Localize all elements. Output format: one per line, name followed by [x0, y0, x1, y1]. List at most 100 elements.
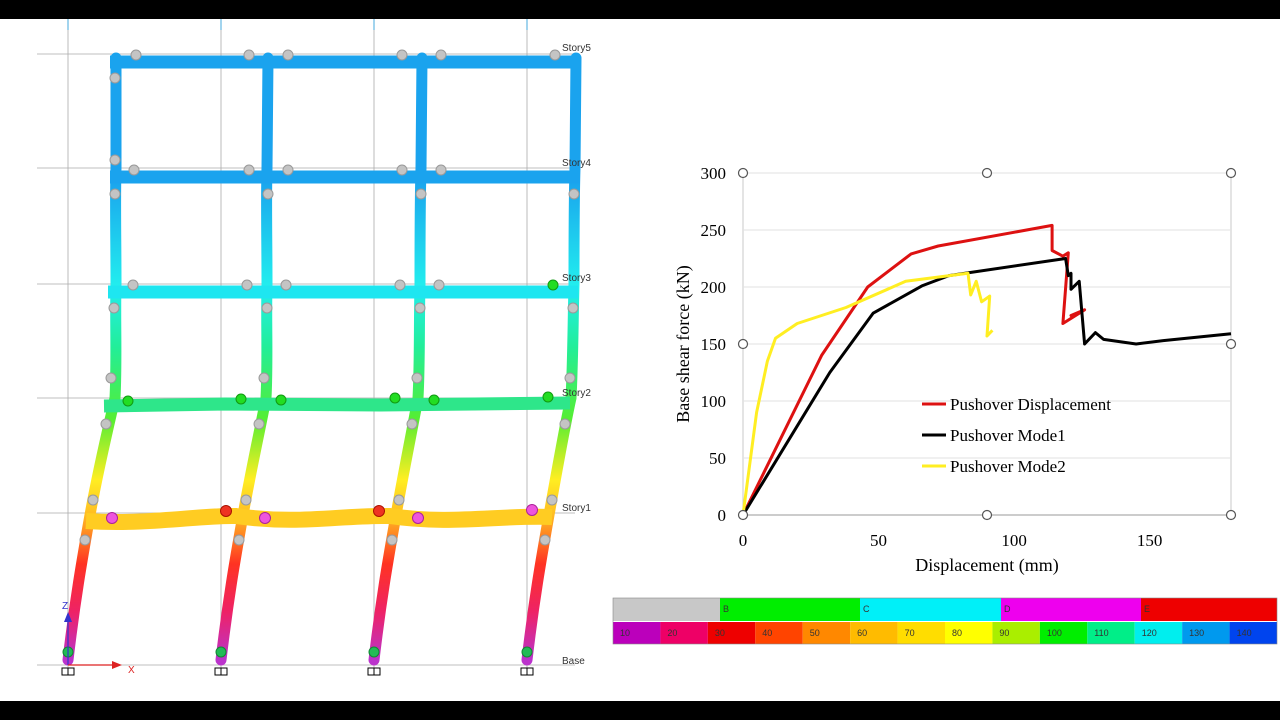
scale-bottom-label: 20: [667, 628, 677, 638]
resize-handle[interactable]: [737, 338, 749, 350]
scale-top-cell: [1001, 598, 1141, 621]
hinge-green: [547, 279, 559, 291]
hinge-grey: [415, 188, 427, 200]
scale-bottom-cell: [992, 622, 1040, 644]
resize-handle[interactable]: [1225, 509, 1237, 521]
hinge-grey: [564, 372, 576, 384]
hinge-magenta: [526, 504, 538, 516]
resize-handle[interactable]: [1225, 167, 1237, 179]
y-tick-label: 100: [701, 392, 727, 411]
series-lines: [741, 223, 1232, 516]
x-tick-label: 100: [1001, 531, 1027, 550]
scale-top-label: E: [1144, 604, 1150, 614]
hinge-red: [220, 505, 232, 517]
scale-top-cell: [720, 598, 860, 621]
y-tick-label: 50: [709, 449, 726, 468]
scale-bottom-label: 120: [1142, 628, 1157, 638]
x-axis-label: X: [128, 665, 135, 676]
hinge-green: [542, 391, 554, 403]
y-tick-labels: 0 50 100 150 200 250 300: [701, 164, 727, 525]
hinge-grey: [414, 302, 426, 314]
hinge-grey: [241, 279, 253, 291]
series-line: [741, 271, 994, 516]
scale-bottom-label: 60: [857, 628, 867, 638]
hinge-grey: [100, 418, 112, 430]
hinge-grey: [261, 302, 273, 314]
hinge-grey: [435, 164, 447, 176]
scale-bottom-label: 130: [1189, 628, 1204, 638]
bottom-letterbox: [0, 701, 1280, 720]
scale-bottom-cell: [802, 622, 851, 644]
hinge-green: [275, 394, 287, 406]
x-tick-label: 150: [1137, 531, 1163, 550]
scale-bottom-cell: [1134, 622, 1183, 644]
scale-bottom-label: 90: [999, 628, 1009, 638]
y-tick-label: 150: [701, 335, 727, 354]
hinge-grey: [539, 534, 551, 546]
top-ruler-ticks: [67, 19, 528, 30]
series-line: [741, 257, 1232, 516]
legend-entry-label: Pushover Mode1: [950, 426, 1066, 445]
resize-handle[interactable]: [1225, 338, 1237, 350]
x-tick-labels: 0 50 100 150: [739, 531, 1163, 550]
hinge-grey: [243, 49, 255, 61]
scale-top-label: B: [723, 604, 729, 614]
hinge-green: [521, 646, 533, 658]
y-tick-label: 0: [718, 506, 727, 525]
resize-handle[interactable]: [737, 167, 749, 179]
scale-bottom-cell: [945, 622, 993, 644]
story-label-3: Story3: [562, 273, 591, 284]
resize-handle[interactable]: [981, 167, 993, 179]
hinge-grey: [127, 279, 139, 291]
scale-bottom-cell: [1039, 622, 1088, 644]
scale-bottom-label: 100: [1047, 628, 1062, 638]
story-label-2: Story2: [562, 388, 591, 399]
hinge-grey: [233, 534, 245, 546]
story-label-4: Story4: [562, 158, 591, 169]
hinge-grey: [87, 494, 99, 506]
hinge-grey: [282, 49, 294, 61]
hinge-magenta: [259, 512, 271, 524]
hinge-grey: [406, 418, 418, 430]
hinge-grey: [108, 302, 120, 314]
chart-legend: Pushover Displacement Pushover Mode1 Pusho…: [922, 395, 1111, 476]
hinge-grey: [105, 372, 117, 384]
scale-bottom-label: 10: [620, 628, 630, 638]
scale-bottom-cell: [1182, 622, 1230, 644]
scale-bottom-label: 30: [715, 628, 725, 638]
color-scale-legend: B C D E 10 20 30 40 50 60 70 80 90 100 110 120 130 140: [612, 597, 1278, 645]
hinge-grey: [435, 49, 447, 61]
y-tick-label: 250: [701, 221, 727, 240]
selection-handles[interactable]: [737, 167, 1237, 521]
scale-bottom-cell: [897, 622, 945, 644]
hinge-grey: [128, 164, 140, 176]
story-labels: Story5 Story4 Story3 Story2 Story1 Base: [562, 43, 591, 667]
hinge-green: [368, 646, 380, 658]
hinge-grey: [243, 164, 255, 176]
y-tick-label: 300: [701, 164, 727, 183]
frame-model-view: Z X Story5 Story4 Story3 Story2 Story1 B…: [37, 19, 591, 676]
hinge-green: [389, 392, 401, 404]
scale-top-label: C: [863, 604, 870, 614]
resize-handle[interactable]: [981, 509, 993, 521]
hinge-grey: [258, 372, 270, 384]
scale-top-label: D: [1004, 604, 1011, 614]
scale-bottom-cell: [1087, 622, 1135, 644]
story-label-1: Story1: [562, 503, 591, 514]
resize-handle[interactable]: [737, 509, 749, 521]
scale-top-cell: [860, 598, 1001, 621]
hinge-grey: [240, 494, 252, 506]
legend-entry-label: Pushover Mode2: [950, 457, 1066, 476]
axis-triad: Z X: [62, 601, 135, 676]
hinge-grey: [109, 188, 121, 200]
hinge-grey: [280, 279, 292, 291]
hinge-grey: [109, 72, 121, 84]
scale-bottom-label: 70: [905, 628, 915, 638]
hinge-grey: [567, 302, 579, 314]
scale-border: [612, 597, 1278, 645]
scale-bottom-cell: [755, 622, 803, 644]
legend-entry-label: Pushover Displacement: [950, 395, 1111, 414]
y-tick-label: 200: [701, 278, 727, 297]
hinge-green: [122, 395, 134, 407]
scale-bottom-label: 40: [762, 628, 772, 638]
